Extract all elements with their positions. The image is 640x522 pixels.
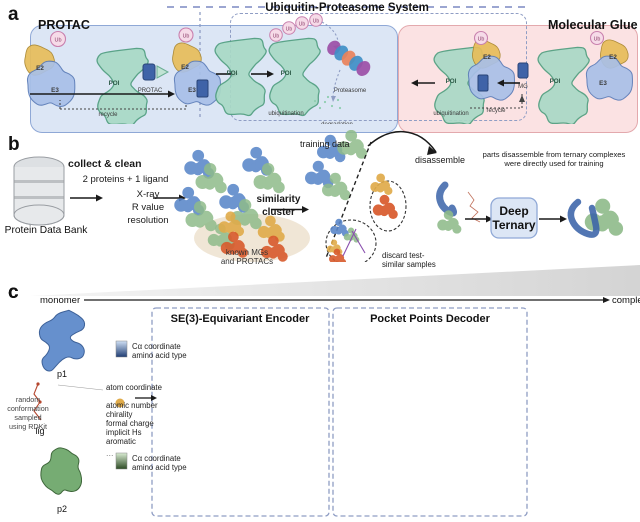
svg-text:E3: E3 xyxy=(599,80,607,87)
svg-text:E3: E3 xyxy=(51,87,59,94)
svg-text:Ub: Ub xyxy=(594,36,601,42)
svg-text:Ub: Ub xyxy=(54,38,61,44)
svg-text:aromatic: aromatic xyxy=(106,437,136,446)
svg-text:E2: E2 xyxy=(36,65,44,72)
svg-text:SE(3)-Equivariant Encoder: SE(3)-Equivariant Encoder xyxy=(171,313,310,325)
svg-text:...: ... xyxy=(106,448,114,458)
svg-text:atom coordinate: atom coordinate xyxy=(106,383,162,392)
svg-text:sampled: sampled xyxy=(14,413,41,422)
svg-text:POI: POI xyxy=(446,78,457,85)
svg-text:POI: POI xyxy=(281,70,292,77)
svg-text:implicit Hs: implicit Hs xyxy=(106,428,142,437)
svg-text:Ub: Ub xyxy=(299,21,306,27)
svg-text:Cα coordinate: Cα coordinate xyxy=(132,342,181,351)
svg-text:E3: E3 xyxy=(188,87,196,94)
svg-text:PROTAC: PROTAC xyxy=(138,88,163,94)
svg-text:Ub: Ub xyxy=(183,34,190,40)
svg-text:MG: MG xyxy=(518,84,528,90)
svg-text:recycle: recycle xyxy=(486,108,506,114)
svg-text:monomer: monomer xyxy=(40,295,80,306)
svg-text:Ub: Ub xyxy=(286,26,293,32)
svg-text:amino acid type: amino acid type xyxy=(132,351,187,360)
svg-text:degradation: degradation xyxy=(321,122,353,124)
svg-text:ubiquitination: ubiquitination xyxy=(433,111,468,117)
svg-text:Ub: Ub xyxy=(313,18,320,24)
svg-text:E2: E2 xyxy=(181,64,189,71)
svg-text:p2: p2 xyxy=(57,504,67,514)
svg-text:chirality: chirality xyxy=(106,410,133,419)
svg-text:E2: E2 xyxy=(609,54,617,61)
svg-text:POI: POI xyxy=(550,78,561,85)
svg-text:Proteasome: Proteasome xyxy=(334,88,367,94)
svg-text:Ub: Ub xyxy=(478,36,485,42)
svg-text:Protein Data Bank: Protein Data Bank xyxy=(5,225,89,236)
svg-text:formal charge: formal charge xyxy=(106,419,154,428)
svg-text:complex: complex xyxy=(612,295,640,306)
svg-text:using RDKit: using RDKit xyxy=(9,422,47,431)
svg-text:Pocket Points Decoder: Pocket Points Decoder xyxy=(370,313,491,325)
svg-text:POI: POI xyxy=(227,70,238,77)
svg-text:recycle: recycle xyxy=(98,112,118,118)
svg-text:POI: POI xyxy=(109,80,120,87)
svg-text:E2: E2 xyxy=(483,54,491,61)
svg-text:amino acid type: amino acid type xyxy=(132,463,187,472)
svg-text:ubiquitination: ubiquitination xyxy=(268,111,303,117)
svg-text:Cα coordinate: Cα coordinate xyxy=(132,454,181,463)
svg-text:p1: p1 xyxy=(57,369,67,379)
svg-text:random: random xyxy=(16,395,40,404)
svg-text:conformation: conformation xyxy=(7,404,49,413)
svg-text:atomic number: atomic number xyxy=(106,401,158,410)
svg-text:Ub: Ub xyxy=(273,33,280,39)
